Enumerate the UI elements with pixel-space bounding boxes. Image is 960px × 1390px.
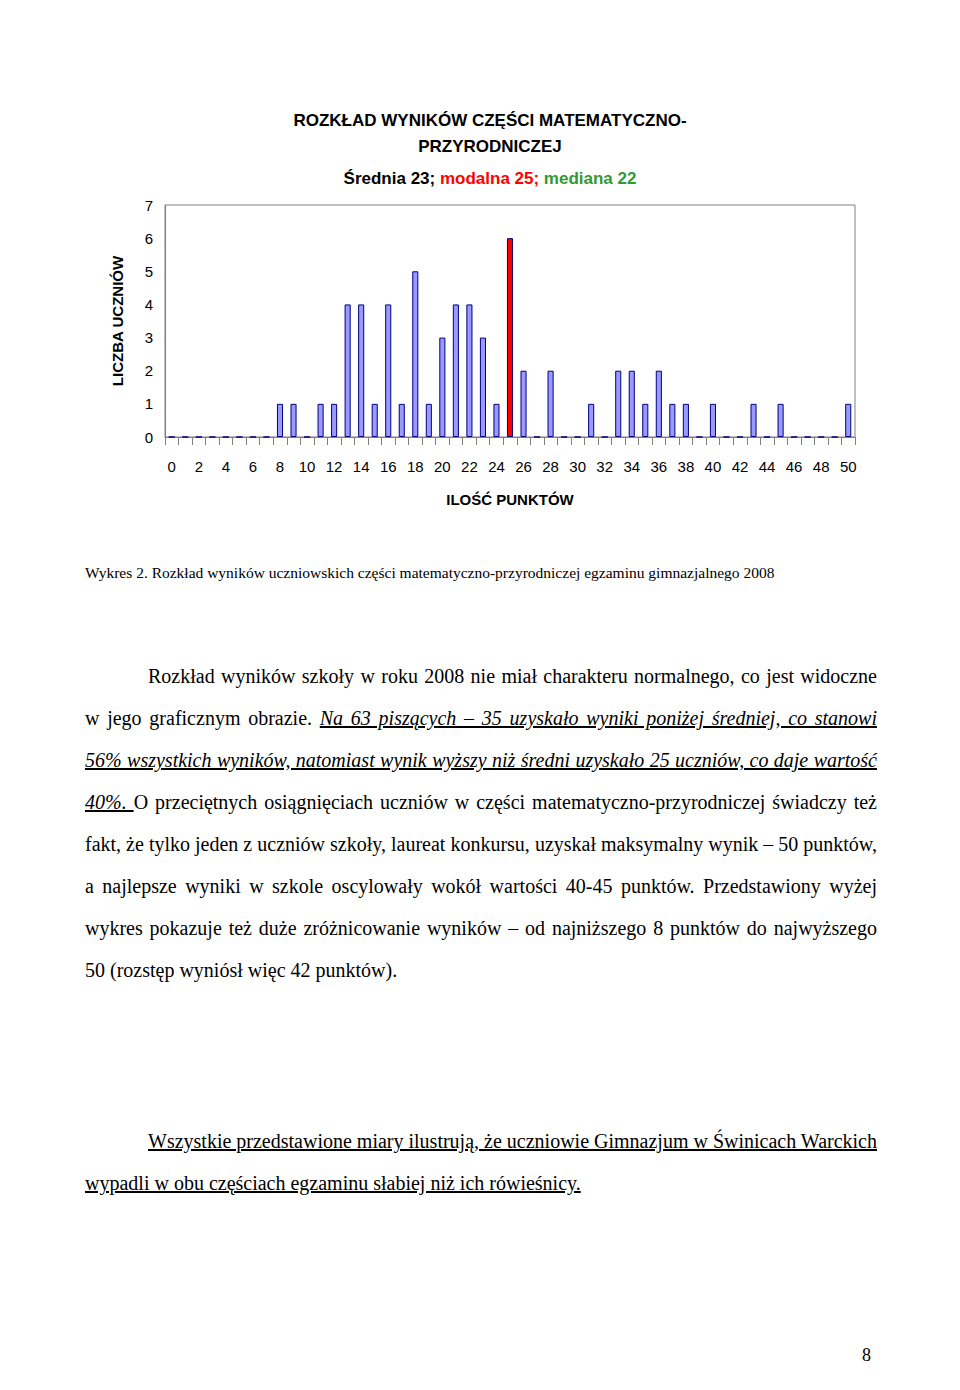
svg-text:8: 8	[276, 458, 284, 475]
svg-text:16: 16	[380, 458, 397, 475]
html-text:Wykres 2. Rozkład wyników uczn: Wykres 2. Rozkład wyników uczniowskich c…	[85, 564, 775, 581]
svg-text:12: 12	[326, 458, 343, 475]
svg-text:4: 4	[145, 296, 153, 313]
svg-text:46: 46	[786, 458, 803, 475]
svg-text:50: 50	[840, 458, 857, 475]
svg-text:34: 34	[623, 458, 640, 475]
svg-text:30: 30	[569, 458, 586, 475]
svg-text:26: 26	[515, 458, 532, 475]
svg-text:3: 3	[145, 329, 153, 346]
svg-text:6: 6	[249, 458, 257, 475]
svg-text:44: 44	[759, 458, 776, 475]
svg-text:Średnia 23;: Średnia 23;	[344, 169, 440, 188]
svg-text:0: 0	[145, 429, 153, 446]
svg-text:28: 28	[542, 458, 559, 475]
svg-text:PRZYRODNICZEJ: PRZYRODNICZEJ	[418, 137, 562, 156]
svg-text:2: 2	[145, 362, 153, 379]
svg-text:1: 1	[145, 395, 153, 412]
svg-text:mediana 22: mediana 22	[544, 169, 637, 188]
svg-text:24: 24	[488, 458, 505, 475]
html-text:8: 8	[862, 1345, 871, 1365]
svg-text:LICZBA UCZNIÓW: LICZBA UCZNIÓW	[109, 255, 126, 386]
svg-text:0: 0	[168, 458, 176, 475]
svg-text:7: 7	[145, 197, 153, 214]
svg-text:2: 2	[195, 458, 203, 475]
svg-text:14: 14	[353, 458, 370, 475]
svg-text:4: 4	[222, 458, 230, 475]
svg-text:10: 10	[299, 458, 316, 475]
html-text:Rozkład wyników szkoły w roku: Rozkład wyników szkoły w roku 2008 nie m…	[85, 665, 877, 981]
svg-text:ILOŚĆ PUNKTÓW: ILOŚĆ PUNKTÓW	[446, 491, 574, 508]
svg-text:18: 18	[407, 458, 424, 475]
svg-text:modalna 25;: modalna 25;	[440, 169, 544, 188]
svg-text:48: 48	[813, 458, 830, 475]
svg-text:32: 32	[596, 458, 613, 475]
svg-text:20: 20	[434, 458, 451, 475]
svg-text:36: 36	[650, 458, 667, 475]
svg-text:40: 40	[705, 458, 722, 475]
html-text:Wszystkie przedstawione miary: Wszystkie przedstawione miary ilustrują,…	[85, 1130, 877, 1194]
svg-text:5: 5	[145, 263, 153, 280]
svg-text:42: 42	[732, 458, 749, 475]
svg-text:22: 22	[461, 458, 478, 475]
svg-text:ROZKŁAD WYNIKÓW CZĘŚCI MATEMAT: ROZKŁAD WYNIKÓW CZĘŚCI MATEMATYCZNO-	[293, 111, 686, 130]
svg-text:6: 6	[145, 230, 153, 247]
svg-text:38: 38	[678, 458, 695, 475]
